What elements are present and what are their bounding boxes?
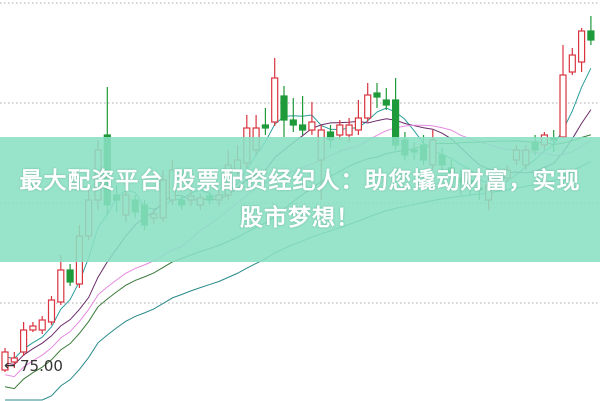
candle-body: [382, 99, 390, 106]
candle-body: [577, 30, 586, 63]
left-arrow-icon: ←: [4, 358, 16, 374]
price-label: 75.00: [20, 357, 63, 375]
candle-body: [1, 351, 9, 371]
candle-body: [271, 77, 279, 123]
candle-body: [568, 54, 576, 73]
candle-body: [10, 357, 18, 363]
candle-body: [559, 74, 567, 138]
candle-body: [280, 95, 288, 121]
candle-body: [364, 94, 372, 119]
candle-body: [47, 299, 56, 323]
title-banner: 最大配资平台 股票配资经纪人：助您撬动财富，实现股市梦想！: [0, 137, 600, 262]
candle-body: [20, 329, 28, 353]
candle-body: [587, 30, 595, 41]
candle-body: [354, 117, 362, 131]
candle-body: [308, 121, 316, 131]
banner-title: 最大配资平台 股票配资经纪人：助您撬动财富，实现股市梦想！: [19, 167, 581, 231]
candle-body: [299, 124, 307, 131]
candle-body: [66, 269, 74, 283]
candle-body: [373, 92, 381, 98]
candle-body: [289, 119, 297, 126]
candle-body: [29, 325, 37, 331]
candle-body: [345, 124, 353, 136]
candle-body: [57, 269, 65, 303]
candle-body: [336, 124, 344, 136]
candle-body: [38, 319, 46, 331]
candle-body: [261, 124, 269, 129]
